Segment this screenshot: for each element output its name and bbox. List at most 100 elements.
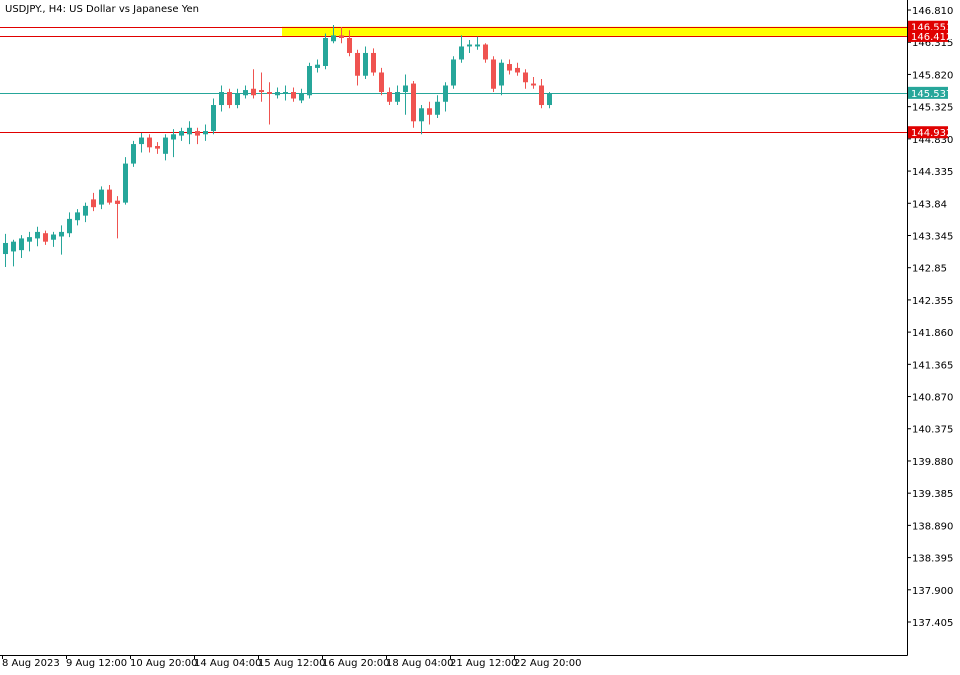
candle-body	[467, 44, 472, 47]
y-tick-label: 143.345	[912, 231, 953, 242]
candle-body	[515, 67, 520, 73]
y-tick-label: 144.830	[912, 135, 953, 146]
candle-body	[27, 237, 32, 242]
x-tick-label: 15 Aug 12:00	[258, 658, 325, 669]
candle-body	[227, 92, 232, 106]
candle-body	[131, 144, 136, 164]
y-tick-label: 137.900	[912, 586, 953, 597]
y-tick-label: 140.375	[912, 425, 953, 436]
x-tick-label: 18 Aug 04:00	[386, 658, 453, 669]
y-tick-label: 143.84	[912, 199, 947, 210]
level-label: 146.553	[911, 23, 952, 34]
candle-body	[235, 93, 240, 106]
candle-body	[267, 92, 272, 94]
y-tick-label: 139.880	[912, 457, 953, 468]
candle-body	[203, 131, 208, 135]
candle-body	[75, 212, 80, 221]
candle-body	[3, 242, 8, 255]
candle-body	[323, 38, 328, 66]
y-tick-label: 137.405	[912, 618, 953, 629]
candle-body	[123, 163, 128, 203]
y-tick-label: 140.870	[912, 393, 953, 404]
level-label: 146.412	[911, 32, 952, 43]
x-tick-label: 9 Aug 12:00	[66, 658, 127, 669]
candle-body	[11, 241, 16, 252]
candle-body	[171, 134, 176, 140]
candle-body	[147, 137, 152, 148]
candle-body	[395, 92, 400, 102]
candle-body	[67, 218, 72, 234]
candle-body	[163, 137, 168, 154]
candle-body	[59, 231, 64, 237]
candle-body	[107, 189, 112, 203]
candle-body	[371, 52, 376, 73]
candle-body	[35, 231, 40, 239]
x-tick-label: 8 Aug 2023	[2, 658, 60, 669]
level-label-box	[908, 29, 948, 42]
level-label-box	[908, 86, 948, 99]
candle-body	[459, 46, 464, 60]
candle-body	[99, 189, 104, 205]
candle-body	[83, 205, 88, 216]
candle-body	[243, 90, 248, 96]
level-label-box	[908, 20, 948, 33]
candle-body	[363, 52, 368, 76]
x-tick-label: 22 Aug 20:00	[514, 658, 581, 669]
candle-body	[387, 92, 392, 102]
candle-body	[51, 234, 56, 240]
candle-body	[275, 92, 280, 96]
x-tick-label: 16 Aug 20:00	[322, 658, 389, 669]
candle-body	[291, 92, 296, 99]
candle-body	[347, 38, 352, 53]
candle-body	[139, 137, 144, 145]
candle-body	[307, 65, 312, 96]
y-tick-label: 141.860	[912, 328, 953, 339]
candle-body	[435, 101, 440, 115]
candle-body	[419, 108, 424, 122]
candle-body	[443, 85, 448, 102]
candle-body	[283, 92, 288, 94]
resistance-zone	[282, 26, 907, 36]
candle-body	[507, 64, 512, 71]
candle-body	[427, 108, 432, 115]
y-tick-label: 139.385	[912, 489, 953, 500]
candle-body	[187, 127, 192, 135]
y-tick-label: 146.315	[912, 38, 953, 49]
candle-body	[547, 93, 552, 106]
candle-body	[491, 59, 496, 89]
candle-body	[539, 85, 544, 106]
level-label: 145.537	[911, 89, 952, 100]
candle-body	[179, 131, 184, 136]
chart-title: USDJPY., H4: US Dollar vs Japanese Yen	[5, 4, 199, 15]
y-tick-label: 145.325	[912, 103, 953, 114]
candle-body	[403, 85, 408, 93]
candle-body	[411, 83, 416, 122]
candle-body	[315, 64, 320, 68]
y-tick-label: 144.335	[912, 167, 953, 178]
y-tick-label: 138.395	[912, 554, 953, 565]
candle-body	[331, 35, 336, 42]
y-tick-label: 142.355	[912, 296, 953, 307]
candle-body	[115, 200, 120, 204]
candle-body	[483, 44, 488, 60]
candle-body	[211, 105, 216, 132]
candle-body	[259, 90, 264, 93]
x-tick-label: 21 Aug 12:00	[450, 658, 517, 669]
candle-body	[155, 146, 160, 149]
candle-body	[299, 93, 304, 101]
y-tick-label: 142.85	[912, 264, 947, 275]
candle-body	[531, 83, 536, 86]
candle-body	[339, 35, 344, 39]
y-tick-label: 145.820	[912, 70, 953, 81]
level-label: 144.932	[911, 128, 952, 139]
candle-body	[523, 72, 528, 83]
y-tick-label: 141.365	[912, 360, 953, 371]
candle-body	[195, 131, 200, 136]
y-tick-label: 138.890	[912, 521, 953, 532]
candle-body	[475, 44, 480, 47]
candle-body	[91, 199, 96, 208]
candle-body	[43, 233, 48, 242]
